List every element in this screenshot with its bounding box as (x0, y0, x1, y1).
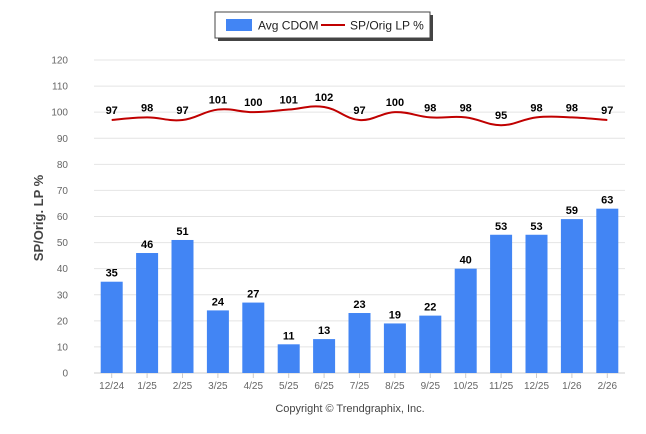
x-tick-label: 2/26 (598, 381, 618, 392)
bar (313, 339, 336, 373)
line-data-label: 95 (495, 110, 507, 122)
x-tick-label: 4/25 (244, 381, 264, 392)
bar-data-label: 53 (495, 221, 507, 233)
x-tick-label: 9/25 (421, 381, 441, 392)
line-data-label: 97 (106, 105, 118, 117)
line-data-label: 101 (280, 95, 298, 107)
x-tick-label: 8/25 (385, 381, 405, 392)
line-series: 97 98 97 101 100 101 102 97 100 98 98 95 98 98 97 (106, 92, 613, 127)
x-axis-ticks: 12/24 1/25 2/25 3/25 4/25 5/25 6/25 7/25 8/25 9/2… (99, 373, 617, 392)
x-tick-label: 11/25 (489, 381, 514, 392)
x-tick-label: 7/25 (350, 381, 370, 392)
y-tick-label: 110 (52, 82, 68, 93)
bar-data-label: 46 (141, 239, 153, 251)
y-tick-label: 90 (57, 134, 69, 145)
bar (525, 234, 548, 373)
y-tick-label: 0 (62, 369, 68, 380)
bar (277, 344, 300, 373)
bar (206, 310, 229, 373)
legend: Avg CDOM SP/Orig LP % (214, 11, 433, 41)
bar-data-label: 40 (460, 255, 472, 267)
bar (242, 302, 265, 373)
line-data-label: 98 (530, 102, 542, 114)
bar (171, 239, 194, 373)
y-tick-label: 120 (51, 56, 68, 67)
bar-data-label: 11 (283, 330, 295, 342)
y-tick-label: 60 (57, 212, 69, 223)
bar-data-label: 59 (566, 205, 578, 217)
x-tick-label: 6/25 (314, 381, 334, 392)
bar-data-label: 24 (212, 296, 225, 308)
bar-data-label: 19 (389, 309, 401, 321)
y-tick-label: 40 (57, 264, 69, 275)
bar-data-label: 22 (424, 302, 436, 314)
line-series-path (111, 105, 608, 127)
bar-data-label: 53 (530, 221, 542, 233)
bar (383, 323, 406, 373)
legend-label-sp-orig-lp: SP/Orig LP % (350, 19, 424, 33)
line-data-label: 97 (601, 105, 613, 117)
line-data-label: 98 (460, 102, 472, 114)
bar (419, 315, 442, 373)
x-tick-label: 12/25 (524, 381, 549, 392)
legend-label-avg-cdom: Avg CDOM (258, 19, 318, 33)
y-axis-label: SP/Orig. LP % (31, 174, 46, 261)
y-tick-label: 50 (57, 238, 69, 249)
line-data-label: 98 (424, 102, 436, 114)
copyright-text: Copyright © Trendgraphix, Inc. (275, 403, 424, 415)
bar-data-label: 13 (318, 325, 330, 337)
x-tick-label: 3/25 (208, 381, 228, 392)
bar-data-label: 23 (353, 299, 365, 311)
x-tick-label: 5/25 (279, 381, 299, 392)
line-data-label: 97 (353, 105, 365, 117)
line-data-label: 100 (244, 97, 262, 109)
y-tick-label: 80 (57, 160, 69, 171)
line-data-label: 102 (315, 92, 333, 104)
line-data-label: 100 (386, 97, 404, 109)
bar (596, 208, 619, 373)
line-data-label: 97 (176, 105, 188, 117)
bar (560, 219, 583, 373)
y-tick-label: 70 (57, 186, 69, 197)
line-data-label: 98 (141, 102, 153, 114)
bar (490, 234, 513, 373)
line-data-label: 101 (209, 95, 227, 107)
y-tick-label: 100 (51, 108, 68, 119)
x-tick-label: 1/26 (562, 381, 582, 392)
bar-data-label: 35 (106, 268, 118, 280)
x-tick-label: 10/25 (453, 381, 478, 392)
line-data-label: 98 (566, 102, 578, 114)
legend-swatch-avg-cdom (226, 19, 252, 31)
y-tick-label: 20 (57, 316, 69, 327)
y-axis-ticks: 0 10 20 30 40 50 60 70 80 90 100 110 120 (51, 56, 68, 380)
bar (136, 253, 159, 373)
bar (348, 313, 371, 373)
x-tick-label: 2/25 (173, 381, 193, 392)
bar (454, 268, 477, 373)
bar (100, 281, 123, 373)
x-tick-label: 12/24 (99, 381, 124, 392)
x-tick-label: 1/25 (137, 381, 157, 392)
y-tick-label: 10 (57, 342, 69, 353)
bar-series: 35 46 51 24 27 11 13 23 19 22 40 53 53 59 63 (100, 195, 619, 373)
y-tick-label: 30 (57, 290, 69, 301)
bar-data-label: 51 (176, 226, 188, 238)
bar-data-label: 63 (601, 195, 613, 207)
bar-data-label: 27 (247, 289, 259, 301)
